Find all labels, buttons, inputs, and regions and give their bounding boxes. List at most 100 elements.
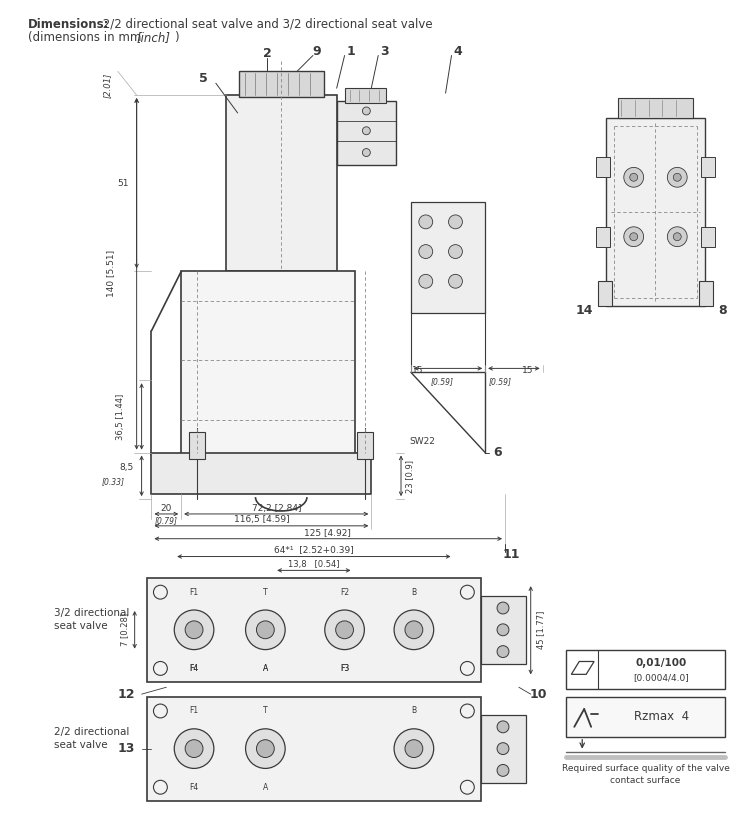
Bar [618,98,693,118]
Circle shape [497,765,509,776]
Text: Rzmax  4: Rzmax 4 [634,711,689,723]
Bar [596,227,610,247]
Circle shape [175,610,214,650]
Text: 1: 1 [346,45,355,58]
Circle shape [497,721,509,733]
Text: F4: F4 [189,783,198,792]
Text: 10: 10 [530,688,548,701]
Bar [225,95,336,271]
Circle shape [419,275,433,288]
Bar [481,715,526,784]
Circle shape [405,739,422,757]
Bar [598,281,612,306]
Text: 20: 20 [160,503,172,512]
Circle shape [419,244,433,258]
Text: A: A [263,664,268,673]
Bar [566,650,725,690]
Text: 6: 6 [493,446,502,459]
Text: 45 [1.77]: 45 [1.77] [536,610,545,649]
Text: [0.59]: [0.59] [431,377,454,386]
Bar [701,227,715,247]
Text: 13,8   [0.54]: 13,8 [0.54] [288,560,339,569]
Text: 116,5 [4.59]: 116,5 [4.59] [234,516,289,525]
Circle shape [185,621,203,639]
Text: 3: 3 [380,45,389,58]
Text: [inch]: [inch] [136,31,171,44]
Text: 140 [5.51]: 140 [5.51] [106,250,115,297]
Circle shape [363,127,370,135]
Text: ): ) [175,31,179,44]
Text: 8: 8 [718,305,727,318]
Circle shape [246,610,285,650]
Circle shape [624,227,643,247]
Bar [239,71,324,97]
Bar [606,118,705,306]
Text: F3: F3 [340,664,349,673]
Text: (dimensions in mm: (dimensions in mm [28,31,145,44]
Text: [0.59]: [0.59] [488,377,512,386]
Text: SW22: SW22 [409,437,435,446]
Bar [151,453,372,494]
Text: F4: F4 [189,664,198,673]
Text: 23 [0.9]: 23 [0.9] [405,460,414,493]
Text: 3/2 directional: 3/2 directional [55,608,130,618]
Text: F2: F2 [340,587,349,596]
Text: seat valve: seat valve [55,621,108,631]
Text: contact surface: contact surface [610,776,681,785]
Text: 125 [4.92]: 125 [4.92] [304,529,351,538]
Text: 5: 5 [199,72,208,85]
Circle shape [497,624,509,636]
Text: 4: 4 [453,45,462,58]
Circle shape [363,149,370,157]
Text: [2.01]: [2.01] [103,73,112,98]
Bar [336,101,396,165]
Text: 13: 13 [118,742,135,755]
Circle shape [394,729,434,769]
Text: [0.79]: [0.79] [155,516,178,525]
Bar [566,697,725,737]
Bar [147,697,481,801]
Text: 12: 12 [117,688,135,701]
Text: T: T [263,587,267,596]
Text: Dimensions:: Dimensions: [28,18,109,31]
Circle shape [497,602,509,614]
Circle shape [630,173,637,181]
Circle shape [175,729,214,769]
Text: 9: 9 [312,45,321,58]
Circle shape [394,610,434,650]
Text: 72,2 [2.84]: 72,2 [2.84] [252,503,301,512]
Text: seat valve: seat valve [55,739,108,750]
Bar [181,271,356,454]
Bar [481,596,526,664]
Text: 64*¹  [2.52+0.39]: 64*¹ [2.52+0.39] [274,545,354,554]
Circle shape [449,244,462,258]
Text: 2/2 directional seat valve and 3/2 directional seat valve: 2/2 directional seat valve and 3/2 direc… [99,18,433,31]
Text: 14: 14 [575,305,593,318]
Bar [357,431,373,459]
Text: F1: F1 [189,707,198,716]
Text: A: A [263,664,268,673]
Circle shape [630,233,637,241]
Text: [0.0004/4.0]: [0.0004/4.0] [634,673,689,682]
Text: Required surface quality of the valve: Required surface quality of the valve [562,764,730,773]
Text: F4: F4 [189,664,198,673]
Circle shape [405,621,422,639]
Text: 2: 2 [263,47,272,60]
Circle shape [667,167,687,187]
Text: 8,5: 8,5 [119,463,133,472]
Circle shape [419,215,433,229]
Text: F1: F1 [189,587,198,596]
Text: B: B [411,587,416,596]
Text: B: B [411,707,416,716]
Text: 0,01/100: 0,01/100 [636,659,687,668]
Circle shape [673,233,682,241]
Text: [0.33]: [0.33] [102,477,125,486]
Circle shape [325,610,364,650]
Circle shape [336,621,354,639]
Circle shape [449,215,462,229]
Text: 36,5 [1.44]: 36,5 [1.44] [116,394,125,440]
Text: 11: 11 [502,548,520,561]
Circle shape [673,173,682,181]
Circle shape [256,621,274,639]
Text: 7 [0.28]: 7 [0.28] [121,614,130,646]
